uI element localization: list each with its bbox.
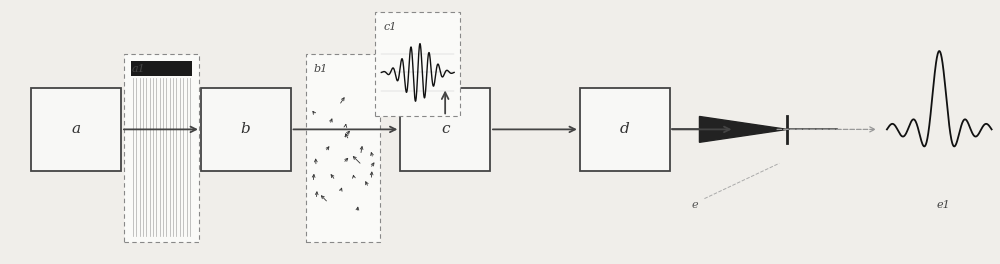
Text: b: b: [241, 122, 251, 136]
Text: d: d: [620, 122, 630, 136]
Text: c1: c1: [383, 22, 397, 32]
Bar: [201, 88, 291, 171]
Text: c: c: [441, 122, 449, 136]
Text: e: e: [691, 200, 698, 210]
Bar: [124, 54, 199, 242]
Bar: [400, 88, 490, 171]
Text: a1: a1: [132, 64, 146, 74]
Bar: [375, 12, 460, 116]
Text: a: a: [72, 122, 81, 136]
Bar: [31, 88, 121, 171]
Bar: [580, 88, 670, 171]
Bar: [131, 62, 192, 76]
Text: e1: e1: [937, 200, 951, 210]
Bar: [306, 54, 380, 242]
Text: b1: b1: [314, 64, 328, 74]
Polygon shape: [699, 116, 787, 142]
